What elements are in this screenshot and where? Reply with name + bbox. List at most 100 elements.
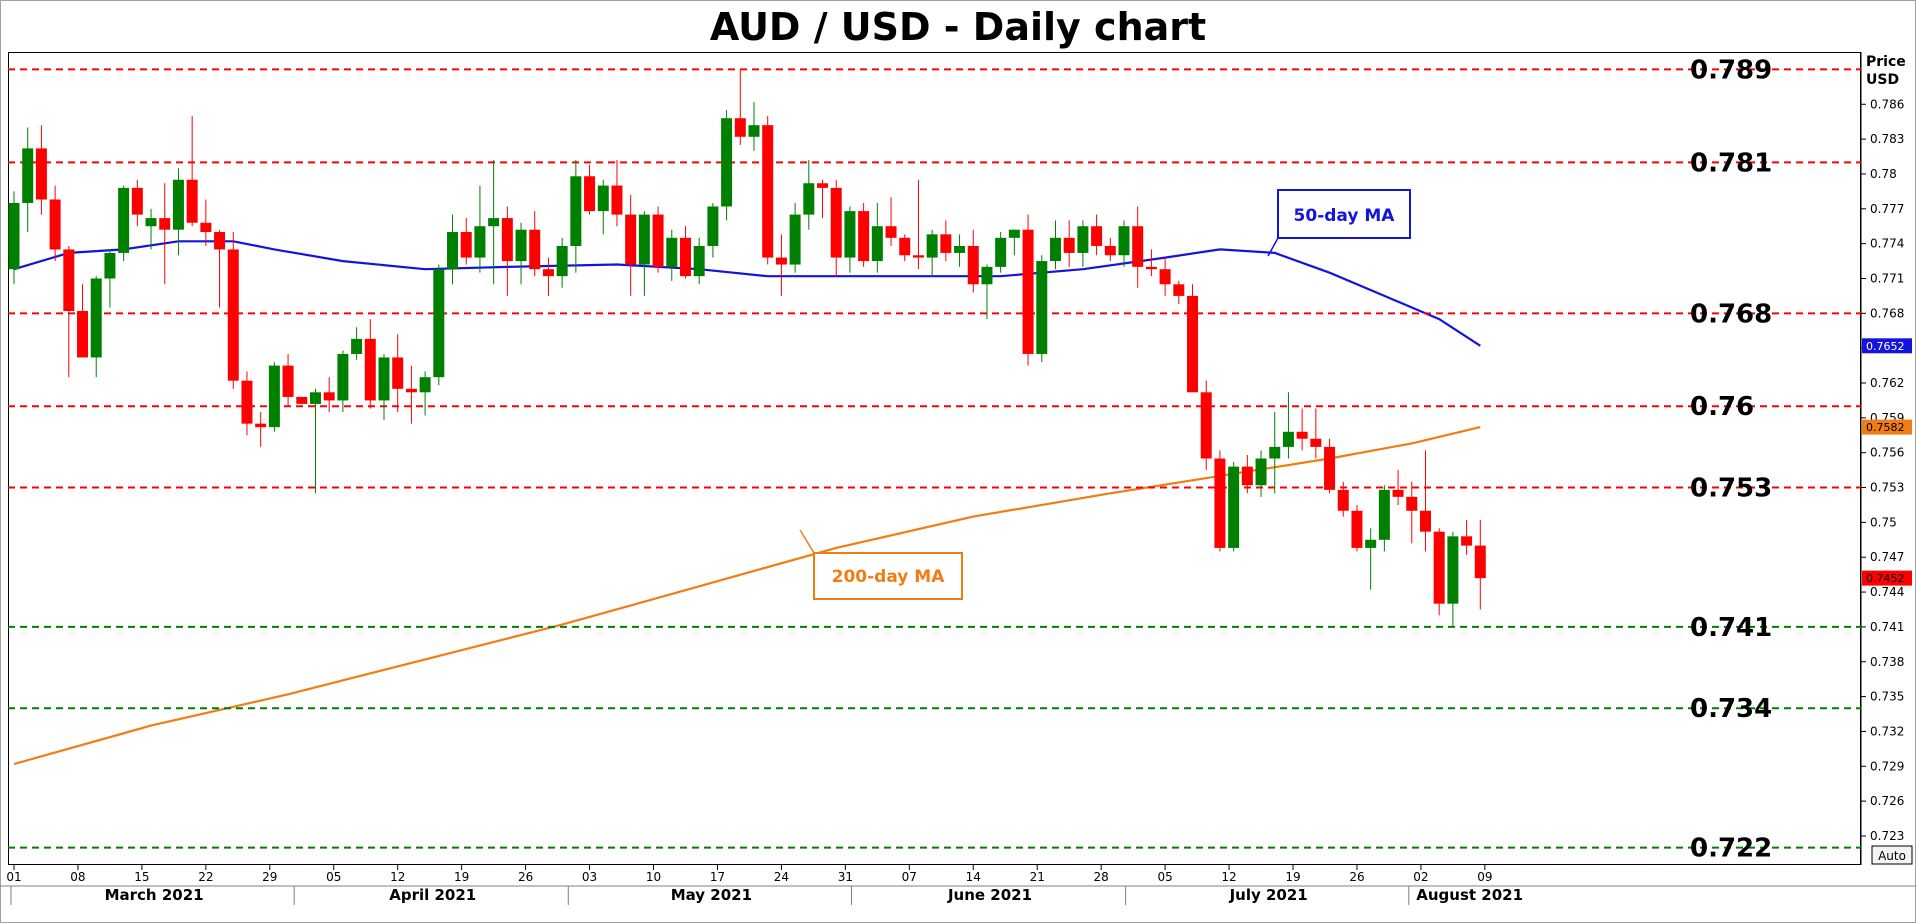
candle-body bbox=[227, 249, 239, 381]
candle-body bbox=[597, 185, 609, 212]
candle-body bbox=[488, 218, 500, 227]
x-tick-label: 10 bbox=[646, 870, 661, 884]
candle-body bbox=[1200, 392, 1212, 459]
y-tick-label: 0.75 bbox=[1870, 515, 1897, 529]
candle-body bbox=[830, 187, 842, 258]
candle-body bbox=[1255, 458, 1267, 486]
x-tick-label: 21 bbox=[1030, 870, 1045, 884]
month-label: May 2021 bbox=[671, 886, 752, 904]
auto-scale-label: Auto bbox=[1878, 849, 1906, 863]
candle-body bbox=[1214, 458, 1226, 548]
x-tick-label: 12 bbox=[390, 870, 405, 884]
candle-body bbox=[1063, 237, 1075, 253]
candle-body bbox=[1365, 539, 1377, 548]
candle-body bbox=[803, 183, 815, 215]
candle-body bbox=[145, 218, 157, 227]
y-tick-label: 0.768 bbox=[1870, 306, 1904, 320]
candle-body bbox=[775, 257, 787, 265]
candle-body bbox=[63, 249, 75, 311]
x-tick-label: 08 bbox=[70, 870, 85, 884]
candle-body bbox=[1296, 431, 1308, 439]
candle-body bbox=[1132, 226, 1144, 267]
candle-body bbox=[967, 245, 979, 285]
candle-body bbox=[378, 357, 390, 401]
candle-body bbox=[1461, 536, 1473, 546]
candle-body bbox=[789, 214, 801, 265]
y-tick-label: 0.762 bbox=[1870, 376, 1904, 390]
candle-body bbox=[1310, 438, 1322, 447]
candle-body bbox=[707, 206, 719, 246]
x-tick-label: 26 bbox=[518, 870, 533, 884]
candle-body bbox=[529, 229, 541, 270]
y-tick-label: 0.723 bbox=[1870, 829, 1904, 843]
candle-body bbox=[1474, 545, 1486, 579]
y-tick-label: 0.744 bbox=[1870, 585, 1904, 599]
month-label: August 2021 bbox=[1416, 886, 1523, 904]
candle-body bbox=[1392, 489, 1404, 497]
candle-body bbox=[433, 269, 445, 378]
candle-body bbox=[1118, 226, 1130, 256]
candle-body bbox=[858, 211, 870, 262]
candle-body bbox=[1036, 261, 1048, 354]
candle-body bbox=[721, 118, 733, 207]
level-label: 0.722 bbox=[1690, 834, 1772, 864]
y-tick-label: 0.738 bbox=[1870, 655, 1904, 669]
candle-body bbox=[748, 125, 760, 137]
ma200-value-label: 0.7582 bbox=[1866, 421, 1905, 434]
ma200-label: 200-day MA bbox=[832, 567, 946, 587]
candle-body bbox=[49, 199, 61, 250]
candle-body bbox=[200, 222, 212, 233]
candle-body bbox=[255, 423, 267, 428]
y-tick-label: 0.78 bbox=[1870, 167, 1897, 181]
candle-body bbox=[611, 185, 623, 215]
candle-body bbox=[419, 377, 431, 393]
y-tick-label: 0.756 bbox=[1870, 446, 1904, 460]
y-tick-label: 0.741 bbox=[1870, 620, 1904, 634]
level-label: 0.753 bbox=[1690, 474, 1772, 504]
y-tick-label: 0.735 bbox=[1870, 690, 1904, 704]
y-tick-label: 0.753 bbox=[1870, 481, 1904, 495]
candle-body bbox=[1269, 446, 1281, 459]
x-tick-label: 28 bbox=[1094, 870, 1109, 884]
candle-body bbox=[1419, 510, 1431, 532]
y-axis-label-unit: USD bbox=[1866, 72, 1899, 88]
month-label: July 2021 bbox=[1229, 886, 1308, 904]
candle-body bbox=[501, 218, 513, 262]
candle-body bbox=[995, 237, 1007, 267]
y-tick-label: 0.747 bbox=[1870, 550, 1904, 564]
candle-body bbox=[1145, 266, 1157, 270]
candle-body bbox=[817, 183, 829, 188]
x-tick-label: 15 bbox=[134, 870, 149, 884]
y-axis-label-price: Price bbox=[1866, 54, 1906, 70]
last-price-label: 0.7452 bbox=[1866, 572, 1905, 585]
level-label: 0.789 bbox=[1690, 55, 1772, 85]
x-tick-label: 31 bbox=[838, 870, 853, 884]
candle-body bbox=[1282, 431, 1294, 447]
candle-body bbox=[844, 211, 856, 258]
candle-body bbox=[1187, 295, 1199, 393]
candle-body bbox=[1447, 536, 1459, 604]
ma200-callout-line bbox=[799, 529, 815, 554]
candle-body bbox=[570, 176, 582, 246]
x-tick-label: 29 bbox=[262, 870, 277, 884]
y-tick-label: 0.783 bbox=[1870, 132, 1904, 146]
y-tick-label: 0.774 bbox=[1870, 237, 1904, 251]
candle-body bbox=[474, 226, 486, 258]
ma200-callout-box bbox=[813, 552, 963, 600]
candle-body bbox=[405, 388, 417, 393]
auto-scale-button[interactable] bbox=[1871, 845, 1913, 865]
candle-body bbox=[1022, 229, 1034, 354]
candle-body bbox=[159, 218, 171, 230]
candle-body bbox=[515, 229, 527, 262]
candle-body bbox=[172, 179, 184, 230]
candle-body bbox=[625, 214, 637, 265]
candle-body bbox=[22, 148, 34, 203]
candle-body bbox=[981, 266, 993, 285]
candle-body bbox=[1049, 237, 1061, 262]
x-tick-label: 02 bbox=[1413, 870, 1428, 884]
candle-body bbox=[35, 148, 47, 200]
candle-body bbox=[542, 269, 554, 277]
level-label: 0.781 bbox=[1690, 148, 1772, 178]
